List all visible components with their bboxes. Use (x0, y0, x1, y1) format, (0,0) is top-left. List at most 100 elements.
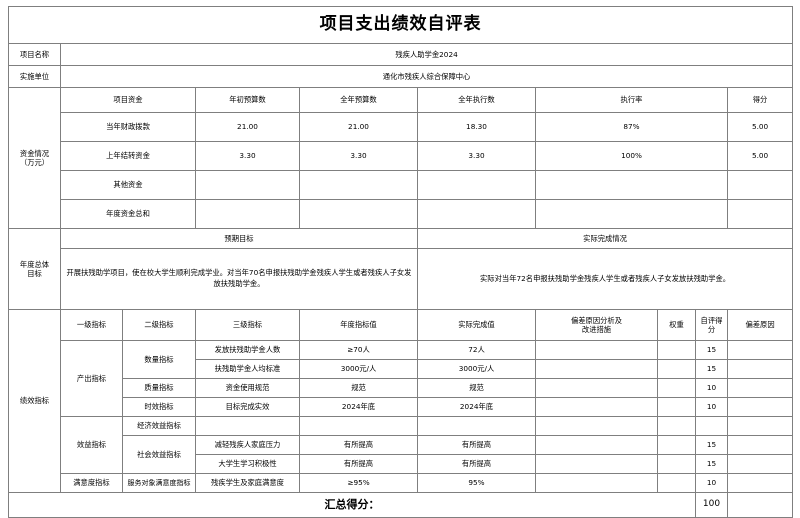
indicator-level3: 减轻残疾人家庭压力 (195, 435, 300, 455)
funding-row-name: 上年结转资金 (60, 141, 196, 171)
funding-col-score: 得分 (726, 87, 794, 113)
funding-row-name: 其他资金 (60, 170, 196, 200)
funding-row-name: 年度资金总和 (60, 199, 196, 229)
indicator-col-deviation-analysis: 偏差原因分析及 改进措施 (535, 309, 658, 341)
funding-col-annual-executed: 全年执行数 (417, 87, 536, 113)
indicator-deviation-analysis (535, 416, 658, 436)
total-score-value: 100 (695, 492, 728, 518)
project-name-value: 残疾人助学金2024 (59, 43, 794, 66)
indicator-level3: 资金使用规范 (195, 378, 300, 398)
indicator-self-score: 15 (695, 359, 728, 379)
funding-section-label-line1: 资金情况 (19, 148, 50, 158)
indicator-deviation-analysis (535, 340, 658, 360)
deviation-analysis-line2: 改进措施 (581, 325, 612, 334)
indicator-col-deviation-reason: 偏差原因 (726, 309, 794, 341)
indicator-actual-value: 95% (417, 473, 536, 493)
funding-row-score: 5.00 (726, 112, 794, 142)
indicator-actual-value: 72人 (417, 340, 536, 360)
indicator-level3: 扶残助学金人均标准 (195, 359, 300, 379)
funding-row: 年度资金总和 (9, 199, 794, 229)
indicator-level2: 社会效益指标 (122, 435, 196, 474)
funding-row-initial-budget (195, 170, 300, 200)
project-name-row: 项目名称 残疾人助学金2024 (8, 43, 794, 66)
indicator-deviation-reason (726, 416, 794, 436)
annual-goal-label-line2: 目标 (27, 269, 42, 278)
funding-row-execution-rate: 87% (535, 112, 728, 142)
indicator-target-value: 3000元/人 (299, 359, 418, 379)
total-score-trailing-cell (726, 492, 794, 518)
indicator-level1: 满意度指标 (60, 473, 123, 493)
funding-col-project: 项目资金 (60, 87, 196, 113)
indicator-row: 满意度指标 服务对象满意度指标 残疾学生及家庭满意度 ≥95% 95% 10 (9, 473, 794, 493)
funding-row-score: 5.00 (726, 141, 794, 171)
indicator-self-score (695, 416, 728, 436)
indicator-row: 产出指标 数量指标 发放扶残助学金人数 ≥70人 72人 15 (9, 340, 794, 417)
funding-row-initial-budget: 21.00 (195, 112, 300, 142)
funding-row-annual-executed (417, 170, 536, 200)
annual-goal-label-line1: 年度总体 (19, 259, 50, 269)
funding-row-execution-rate: 100% (535, 141, 728, 171)
funding-row-execution-rate (535, 170, 728, 200)
indicator-actual-value: 3000元/人 (417, 359, 536, 379)
implementing-unit-row: 实施单位 通化市残疾人综合保障中心 (8, 65, 794, 88)
indicator-col-self-score: 自评得 分 (695, 309, 728, 341)
indicator-col-weight: 权重 (657, 309, 696, 341)
indicator-weight (657, 435, 696, 455)
indicator-level3: 目标完成实效 (195, 397, 300, 417)
total-score-row: 汇总得分： 100 (8, 492, 794, 518)
indicators-header-row: 绩效指标 一级指标 二级指标 三级指标 年度指标值 实际完成值 偏差原因分析及 … (8, 309, 794, 493)
funding-header-row: 资金情况 （万元） 项目资金 年初预算数 全年预算数 全年执行数 执行率 得分 (8, 87, 794, 229)
funding-section-label-line2: （万元） (19, 158, 50, 167)
indicator-deviation-analysis (535, 397, 658, 417)
actual-completion-header: 实际完成情况 (416, 228, 794, 249)
indicator-target-value: ≥95% (299, 473, 418, 493)
total-score-label: 汇总得分： (8, 492, 696, 518)
indicator-level2: 经济效益指标 (122, 416, 196, 436)
funding-row: 上年结转资金 3.30 3.30 3.30 100% 5.00 (9, 141, 794, 171)
indicator-self-score: 10 (695, 378, 728, 398)
indicator-deviation-reason (726, 397, 794, 417)
expected-goal-text: 开展扶残助学项目，使在校大学生顺利完成学业。对当年70名申报扶残助学金残疾人学生… (60, 248, 418, 310)
indicator-weight (657, 359, 696, 379)
indicator-actual-value: 有所提高 (417, 435, 536, 455)
indicator-deviation-analysis (535, 359, 658, 379)
indicator-target-value: 有所提高 (299, 435, 418, 455)
indicator-col-level3: 三级指标 (195, 309, 300, 341)
funding-row-annual-executed: 18.30 (417, 112, 536, 142)
funding-row-annual-budget: 3.30 (299, 141, 418, 171)
indicator-row: 大学生学习积极性 有所提高 有所提高 15 (9, 454, 794, 474)
performance-self-evaluation-table: 项目支出绩效自评表 项目名称 残疾人助学金2024 实施单位 通化市残疾人综合保… (7, 6, 794, 518)
indicator-deviation-reason (726, 340, 794, 360)
funding-row-name: 当年财政拨款 (60, 112, 196, 142)
funding-row: 当年财政拨款 21.00 21.00 18.30 87% 5.00 (9, 112, 794, 142)
form-sheet: 项目支出绩效自评表 项目名称 残疾人助学金2024 实施单位 通化市残疾人综合保… (7, 6, 794, 518)
indicator-deviation-reason (726, 473, 794, 493)
indicator-level3 (195, 416, 300, 436)
funding-row-annual-budget: 21.00 (299, 112, 418, 142)
indicator-weight (657, 340, 696, 360)
indicator-weight (657, 397, 696, 417)
implementing-unit-label: 实施单位 (8, 65, 61, 88)
indicator-level1: 效益指标 (60, 416, 123, 474)
indicator-target-value (299, 416, 418, 436)
indicator-weight (657, 378, 696, 398)
funding-col-execution-rate: 执行率 (535, 87, 728, 113)
indicator-deviation-reason (726, 359, 794, 379)
annual-goal-content-row: 开展扶残助学项目，使在校大学生顺利完成学业。对当年70名申报扶残助学金残疾人学生… (9, 248, 794, 310)
indicator-level2: 服务对象满意度指标 (122, 473, 196, 493)
indicator-row: 社会效益指标 减轻残疾人家庭压力 有所提高 有所提高 15 (9, 435, 794, 474)
funding-row: 其他资金 (9, 170, 794, 200)
funding-row-annual-budget (299, 199, 418, 229)
indicator-col-actual-value: 实际完成值 (417, 309, 536, 341)
expected-goal-header: 预期目标 (60, 228, 418, 249)
page-title: 项目支出绩效自评表 (7, 6, 794, 44)
funding-row-initial-budget: 3.30 (195, 141, 300, 171)
indicator-self-score: 15 (695, 340, 728, 360)
annual-goal-label: 年度总体 目标 (8, 228, 61, 310)
funding-row-annual-executed: 3.30 (417, 141, 536, 171)
indicator-actual-value: 规范 (417, 378, 536, 398)
indicator-weight (657, 473, 696, 493)
deviation-analysis-line1: 偏差原因分析及 (570, 315, 623, 325)
indicator-self-score: 10 (695, 473, 728, 493)
indicator-self-score: 10 (695, 397, 728, 417)
